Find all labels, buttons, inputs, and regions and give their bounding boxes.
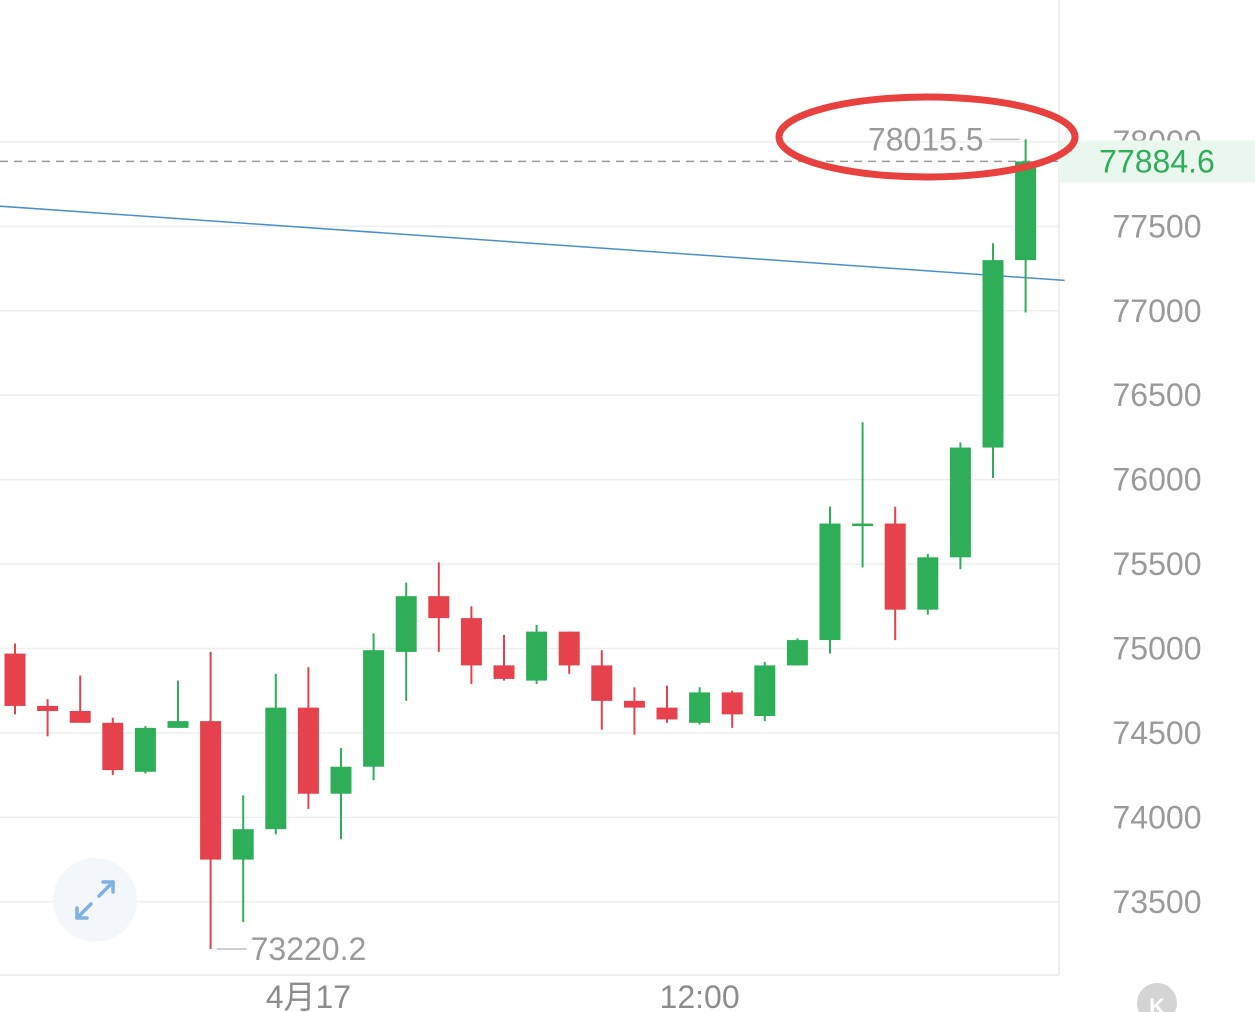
candle-body (330, 766, 352, 794)
grid-lines (0, 141, 1059, 903)
candle-body (526, 631, 548, 681)
expand-arrows-icon[interactable] (53, 858, 137, 942)
last-price-marker: 77884.6 (0, 140, 1255, 183)
candle[interactable] (428, 562, 450, 652)
candle-body (558, 631, 580, 666)
candle[interactable] (721, 690, 743, 728)
candle-body (232, 829, 254, 860)
candle-body (917, 557, 939, 610)
candle[interactable] (982, 243, 1004, 478)
candle-body (460, 618, 482, 666)
candle[interactable] (297, 667, 319, 809)
candle-body (689, 692, 711, 723)
candle[interactable] (167, 680, 189, 728)
candle-body (265, 707, 287, 830)
candle-body (591, 665, 613, 701)
candle-body (395, 596, 417, 652)
candle-body (786, 640, 808, 666)
price-tick-label: 77000 (1113, 293, 1202, 329)
last-price-label: 77884.6 (1099, 143, 1215, 179)
candle[interactable] (786, 638, 808, 666)
candle[interactable] (493, 635, 515, 681)
candle[interactable] (200, 651, 222, 950)
candle-body (1015, 161, 1037, 261)
candle-body (69, 710, 91, 723)
candle[interactable] (754, 662, 776, 722)
low-label: 73220.2 (251, 931, 367, 967)
candle[interactable] (102, 717, 124, 776)
candle-body (884, 523, 906, 610)
candle[interactable] (330, 748, 352, 840)
candle-body (493, 665, 515, 679)
candle[interactable] (623, 687, 645, 735)
candle[interactable] (526, 624, 548, 684)
candle-body (102, 722, 124, 771)
candle[interactable] (949, 442, 971, 570)
candle-body (819, 523, 841, 641)
candle[interactable] (363, 633, 385, 781)
candle[interactable] (656, 685, 678, 723)
candle-body (949, 447, 971, 558)
candle[interactable] (134, 726, 156, 774)
price-tick-label: 75500 (1113, 546, 1202, 582)
high-label: 78015.5 (868, 121, 984, 157)
candle[interactable] (460, 606, 482, 684)
candle[interactable] (884, 506, 906, 641)
candle[interactable] (689, 687, 711, 725)
candle-body (428, 596, 450, 619)
candle[interactable] (852, 422, 874, 568)
price-tick-label: 76500 (1113, 377, 1202, 413)
candle-body (721, 692, 743, 715)
candle-body (982, 260, 1004, 448)
candles-group (4, 139, 1037, 950)
candle-body (4, 653, 26, 706)
candle[interactable] (395, 582, 417, 701)
kline-badge-text: K (1149, 994, 1165, 1012)
time-tick-label: 12:00 (660, 979, 740, 1012)
time-tick-label: 4月17 (266, 979, 351, 1012)
price-tick-label: 74500 (1113, 715, 1202, 751)
price-tick-label: 73500 (1113, 884, 1202, 920)
trendline[interactable] (0, 205, 1065, 282)
candle-body (656, 707, 678, 720)
candle[interactable] (558, 631, 580, 674)
kline-badge-icon[interactable]: K (1137, 983, 1177, 1012)
candle-body (297, 707, 319, 794)
candle[interactable] (819, 506, 841, 654)
candle[interactable] (4, 643, 26, 715)
last-price-box (1059, 140, 1255, 183)
price-tick-label: 77500 (1113, 208, 1202, 244)
annotations: 78015.5 73220.2 (216, 121, 1020, 967)
candle-body (134, 727, 156, 772)
candle[interactable] (917, 553, 939, 615)
candle-body (754, 665, 776, 717)
candle[interactable] (232, 795, 254, 923)
candle-body (200, 721, 222, 860)
candle-body (37, 705, 59, 711)
price-tick-label: 76000 (1113, 462, 1202, 498)
candle-body (852, 523, 874, 527)
price-tick-label: 74000 (1113, 799, 1202, 835)
candle-body (363, 650, 385, 767)
candle-body (623, 700, 645, 708)
candle-body (167, 721, 189, 728)
price-axis: 73500 74000 74500 75000 75500 76000 76500 77000… (1113, 124, 1202, 920)
price-tick-label: 75000 (1113, 631, 1202, 667)
candle[interactable] (37, 699, 59, 737)
highlight-circle (775, 93, 1079, 181)
candle[interactable] (265, 673, 287, 835)
candle[interactable] (69, 675, 91, 723)
time-axis: 4月17 12:00 (266, 979, 740, 1012)
candle[interactable] (591, 650, 613, 730)
